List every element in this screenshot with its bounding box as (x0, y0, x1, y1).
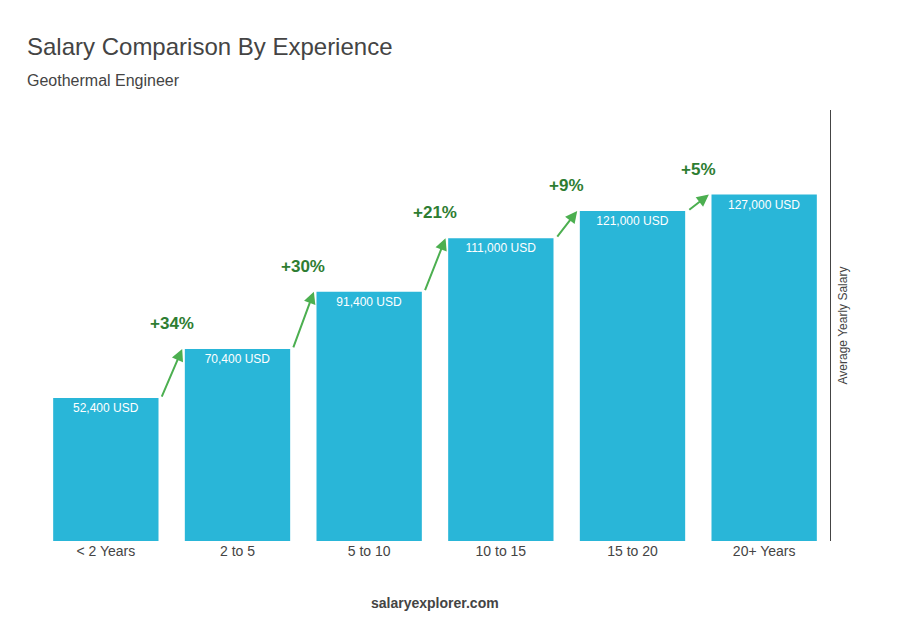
svg-text:5 to 10: 5 to 10 (348, 543, 391, 559)
svg-text:+30%: +30% (281, 257, 325, 276)
svg-text:Average Yearly Salary: Average Yearly Salary (836, 267, 850, 385)
svg-text:10 to 15: 10 to 15 (476, 543, 527, 559)
svg-text:+34%: +34% (150, 314, 194, 333)
svg-text:121,000 USD: 121,000 USD (596, 214, 668, 228)
svg-text:127,000 USD: 127,000 USD (728, 198, 800, 212)
svg-text:salaryexplorer.com: salaryexplorer.com (371, 595, 499, 611)
svg-text:15 to 20: 15 to 20 (607, 543, 658, 559)
svg-text:111,000 USD: 111,000 USD (466, 241, 537, 255)
svg-text:70,400 USD: 70,400 USD (205, 352, 271, 366)
svg-text:+9%: +9% (549, 176, 584, 195)
svg-text:Geothermal Engineer: Geothermal Engineer (27, 72, 180, 89)
svg-text:+21%: +21% (413, 203, 457, 222)
svg-text:Salary Comparison By Experienc: Salary Comparison By Experience (27, 33, 393, 60)
svg-text:52,400 USD: 52,400 USD (73, 401, 139, 415)
svg-text:20+ Years: 20+ Years (733, 543, 796, 559)
svg-text:+5%: +5% (681, 160, 716, 179)
svg-text:< 2 Years: < 2 Years (76, 543, 135, 559)
svg-text:91,400 USD: 91,400 USD (336, 295, 402, 309)
svg-text:2 to 5: 2 to 5 (220, 543, 255, 559)
